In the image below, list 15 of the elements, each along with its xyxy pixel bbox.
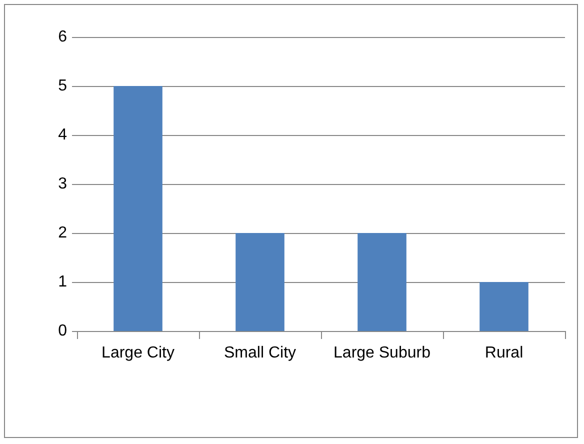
bar (480, 282, 528, 331)
y-tick-label: 3 (58, 176, 68, 192)
bar (114, 86, 162, 331)
x-tick-label: Large City (102, 344, 174, 362)
y-tick-label: 5 (58, 78, 68, 94)
y-tick-label: 2 (58, 224, 68, 242)
x-tick-label: Small City (224, 344, 296, 362)
y-tick-label: 1 (58, 274, 68, 290)
bar (236, 233, 284, 331)
x-tick-label: Rural (484, 344, 524, 362)
bar (358, 233, 406, 331)
y-tick-label: 4 (58, 126, 68, 144)
x-tick-label: Large Suburb (334, 344, 431, 362)
y-tick-label: 6 (58, 28, 68, 46)
y-tick-label: 0 (58, 322, 68, 340)
